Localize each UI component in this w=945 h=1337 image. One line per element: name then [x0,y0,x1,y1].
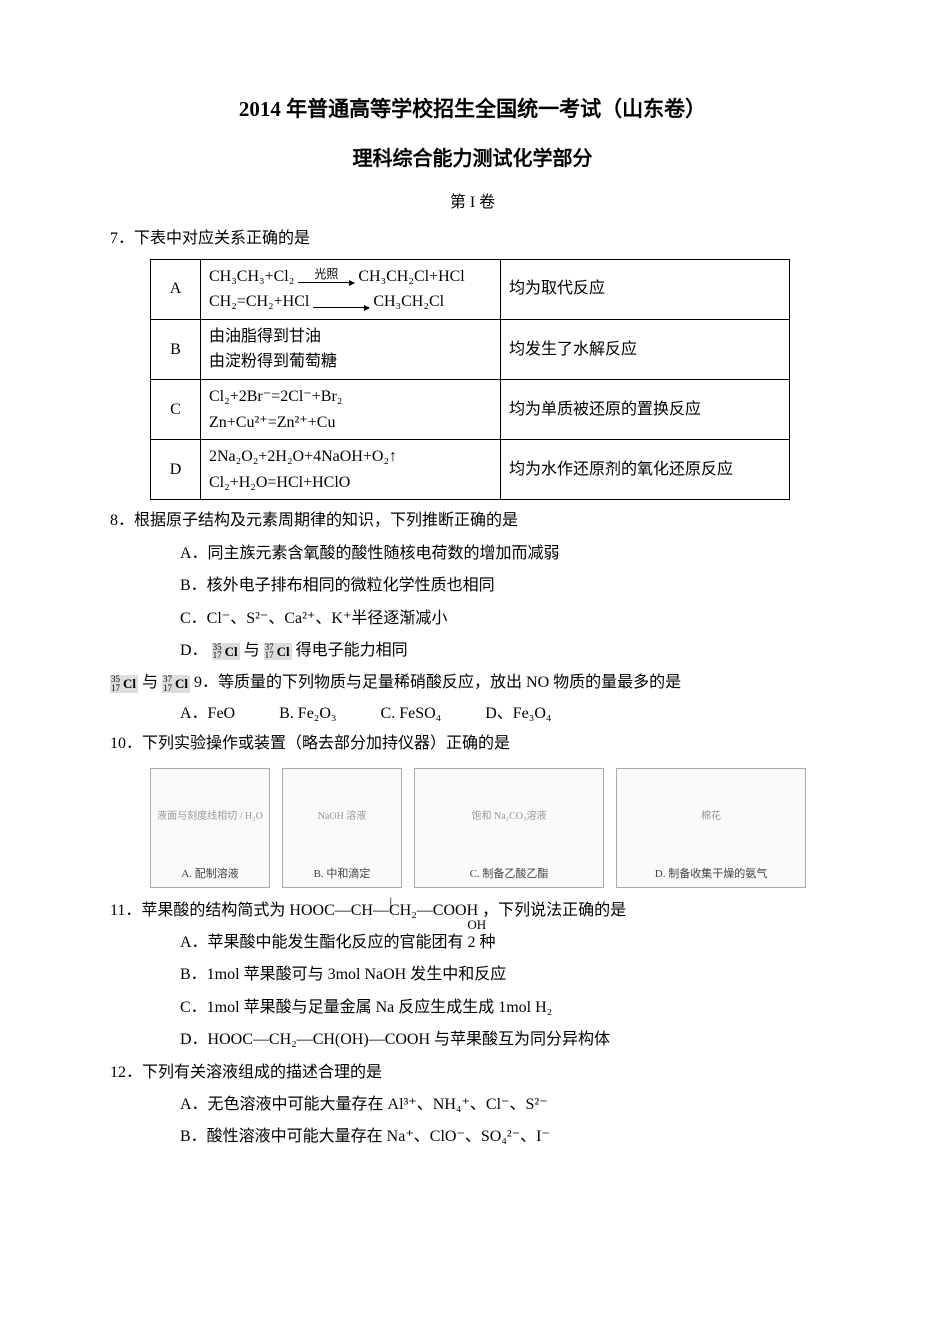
cell-content: 2Na₂O₂+2H₂O+4NaOH+O₂↑ Cl₂+H₂O=HCl+HClO [201,440,501,500]
eq-right: CH₃CH₂Cl [373,293,444,310]
cell-label: D [151,440,201,500]
q11-prompt: 11．苹果酸的结构简式为 | HOOC—CH—CH₂—COOH OH ，下列说法… [110,896,835,926]
q10-diagrams: 液面与刻度线相切 / H₂OA. 配制溶液NaOH 溶液B. 中和滴定饱和 Na… [150,768,835,888]
page-title-1: 2014 年普通高等学校招生全国统一考试（山东卷） [110,90,835,130]
cell-content: CH₃CH₃+Cl₂ 光照 CH₃CH₂Cl+HCl CH₂=CH₂+HCl .… [201,259,501,319]
diagram-caption: A. 配制溶液 [153,862,267,885]
q10-prompt: 10．下列实验操作或装置（略去部分加持仪器）正确的是 [110,729,835,759]
option-b: B. Fe₂O₃ [279,699,336,729]
q8-prompt: 8．根据原子结构及元素周期律的知识，下列推断正确的是 [110,506,835,536]
q12-options: A．无色溶液中可能大量存在 Al³⁺、NH₄⁺、Cl⁻、S²⁻ B．酸性溶液中可… [110,1090,835,1153]
cell-label: B [151,319,201,379]
cell-content: 由油脂得到甘油 由淀粉得到葡萄糖 [201,319,501,379]
malic-acid-structure: | HOOC—CH—CH₂—COOH OH [289,902,478,920]
diagram-label: 棉花 [619,771,803,862]
cell-label: C [151,380,201,440]
diagram-label: 液面与刻度线相切 / H₂O [153,771,267,862]
isotope-icon: 35 17 Cl [110,675,138,693]
diagram-caption: D. 制备收集干燥的氨气 [619,862,803,885]
diagram-label: 饱和 Na₂CO₃溶液 [417,771,601,862]
option-c: C. FeSO₄ [381,699,442,729]
option-b: B．酸性溶液中可能大量存在 Na⁺、ClO⁻、SO₄²⁻、I⁻ [180,1122,835,1152]
isotope-icon: 37 17 Cl [264,643,292,661]
page-title-2: 理科综合能力测试化学部分 [110,140,835,178]
eq-left: CH₃CH₃+Cl₂ [209,268,294,285]
q12-prompt: 12．下列有关溶液组成的描述合理的是 [110,1058,835,1088]
table-row: C Cl₂+2Br⁻=2Cl⁻+Br₂ Zn+Cu²⁺=Zn²⁺+Cu 均为单质… [151,380,790,440]
q11-options: A．苹果酸中能发生酯化反应的官能团有 2 种 B．1mol 苹果酸可与 3mol… [110,928,835,1056]
q9-line: 35 17 Cl 与 37 17 Cl 9．等质量的下列物质与足量稀硝酸反应，放… [110,668,835,698]
cell-content: Cl₂+2Br⁻=2Cl⁻+Br₂ Zn+Cu²⁺=Zn²⁺+Cu [201,380,501,440]
q9-prompt: 9．等质量的下列物质与足量稀硝酸反应，放出 NO 物质的量最多的是 [194,674,681,691]
option-d: D、Fe₃O₄ [485,699,551,729]
option-c: C．1mol 苹果酸与足量金属 Na 反应生成生成 1mol H₂ [180,993,835,1023]
option-c: C．Cl⁻、S²⁻、Ca²⁺、K⁺半径逐渐减小 [180,604,835,634]
diagram-caption: B. 中和滴定 [285,862,399,885]
apparatus-diagram: 棉花D. 制备收集干燥的氨气 [616,768,806,888]
cell-desc: 均为取代反应 [501,259,790,319]
apparatus-diagram: NaOH 溶液B. 中和滴定 [282,768,402,888]
cell-desc: 均为水作还原剂的氧化还原反应 [501,440,790,500]
q7-table: A CH₃CH₃+Cl₂ 光照 CH₃CH₂Cl+HCl CH₂=CH₂+HCl… [150,259,790,501]
option-b: B．核外电子排布相同的微粒化学性质也相同 [180,571,835,601]
isotope-icon: 37 17 Cl [162,675,190,693]
cell-label: A [151,259,201,319]
option-a: A．同主族元素含氧酸的酸性随核电荷数的增加而减弱 [180,539,835,569]
isotope-icon: 35 17 Cl [212,643,240,661]
eq-left: CH₂=CH₂+HCl [209,293,309,310]
cell-desc: 均为单质被还原的置换反应 [501,380,790,440]
section-label: 第 I 卷 [110,188,835,218]
table-row: A CH₃CH₃+Cl₂ 光照 CH₃CH₂Cl+HCl CH₂=CH₂+HCl… [151,259,790,319]
option-b: B．1mol 苹果酸可与 3mol NaOH 发生中和反应 [180,960,835,990]
q8-options: A．同主族元素含氧酸的酸性随核电荷数的增加而减弱 B．核外电子排布相同的微粒化学… [110,539,835,667]
q9-options: A．FeO B. Fe₂O₃ C. FeSO₄ D、Fe₃O₄ [110,699,835,729]
option-d: D．HOOC—CH₂—CH(OH)—COOH 与苹果酸互为同分异构体 [180,1025,835,1055]
option-a: A．苹果酸中能发生酯化反应的官能团有 2 种 [180,928,835,958]
option-a: A．无色溶液中可能大量存在 Al³⁺、NH₄⁺、Cl⁻、S²⁻ [180,1090,835,1120]
eq-right: CH₃CH₂Cl+HCl [358,268,464,285]
cell-desc: 均发生了水解反应 [501,319,790,379]
option-a: A．FeO [180,699,235,729]
q7-prompt: 7．下表中对应关系正确的是 [110,224,835,254]
apparatus-diagram: 液面与刻度线相切 / H₂OA. 配制溶液 [150,768,270,888]
diagram-label: NaOH 溶液 [285,771,399,862]
table-row: D 2Na₂O₂+2H₂O+4NaOH+O₂↑ Cl₂+H₂O=HCl+HClO… [151,440,790,500]
arrow-plain: . [313,293,369,312]
option-d: D． 35 17 Cl 与 37 17 Cl 得电子能力相同 [180,636,835,666]
arrow-light: 光照 [298,267,354,286]
table-row: B 由油脂得到甘油 由淀粉得到葡萄糖 均发生了水解反应 [151,319,790,379]
apparatus-diagram: 饱和 Na₂CO₃溶液C. 制备乙酸乙酯 [414,768,604,888]
diagram-caption: C. 制备乙酸乙酯 [417,862,601,885]
